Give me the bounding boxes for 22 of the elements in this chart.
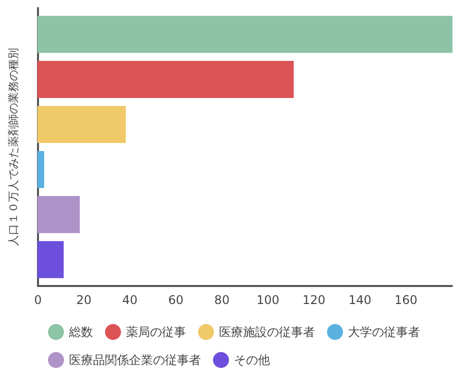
bar — [37, 241, 64, 278]
bar — [37, 60, 294, 98]
x-tick-label: 120 — [302, 293, 326, 307]
x-tick-label: 0 — [34, 293, 42, 307]
bar — [37, 151, 44, 188]
x-tick-label: 40 — [122, 293, 138, 307]
bar — [37, 106, 126, 143]
legend-label: 総数 — [68, 325, 93, 339]
x-tick-label: 160 — [394, 293, 418, 307]
bar — [37, 16, 452, 53]
x-tick-label: 140 — [348, 293, 372, 307]
legend-label: その他 — [234, 353, 270, 367]
legend-label: 大学の従事者 — [348, 325, 420, 339]
y-axis-title: 人口１０万人でみた薬剤師の業務の種別 — [7, 48, 20, 246]
legend-label: 薬局の従事 — [126, 325, 186, 339]
legend-label: 医療品関係企業の従事者 — [69, 353, 201, 367]
x-tick-label: 60 — [168, 293, 184, 307]
bar — [37, 196, 80, 234]
x-tick-label: 80 — [214, 293, 230, 307]
x-tick-label: 20 — [76, 293, 92, 307]
x-tick-label: 100 — [256, 293, 280, 307]
legend-label: 医療施設の従事者 — [219, 325, 315, 339]
